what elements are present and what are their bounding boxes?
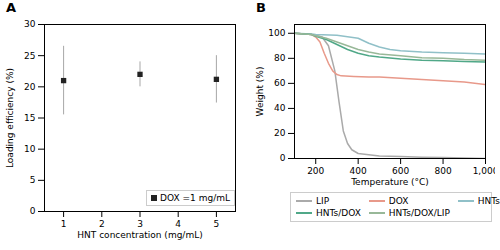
svg-text:20: 20 bbox=[274, 128, 286, 138]
svg-text:5: 5 bbox=[30, 175, 36, 185]
html-text:HNTs/DOX: HNTs/DOX bbox=[316, 208, 361, 218]
svg-text:15: 15 bbox=[24, 113, 35, 123]
html-text:DOX: DOX bbox=[388, 196, 409, 206]
svg-text:400: 400 bbox=[350, 166, 367, 176]
svg-text:10: 10 bbox=[24, 144, 36, 154]
svg-text:2: 2 bbox=[99, 219, 105, 229]
svg-text:600: 600 bbox=[392, 166, 409, 176]
svg-text:Loading efficiency (%): Loading efficiency (%) bbox=[5, 68, 15, 168]
svg-text:25: 25 bbox=[24, 51, 35, 61]
svg-text:5: 5 bbox=[214, 219, 220, 229]
svg-text:800: 800 bbox=[434, 166, 451, 176]
html-text:HNTs/DOX/LIP: HNTs/DOX/LIP bbox=[388, 208, 450, 218]
svg-text:1,000: 1,000 bbox=[473, 166, 495, 176]
svg-text:30: 30 bbox=[24, 19, 36, 29]
svg-text:40: 40 bbox=[274, 103, 286, 113]
svg-text:100: 100 bbox=[268, 28, 285, 38]
html-text:HNTs: HNTs bbox=[477, 196, 500, 206]
svg-text:3: 3 bbox=[137, 219, 143, 229]
svg-text:0: 0 bbox=[280, 153, 286, 163]
svg-text:Temperature (°C): Temperature (°C) bbox=[350, 177, 429, 187]
svg-text:20: 20 bbox=[24, 82, 36, 92]
html-text:LIP: LIP bbox=[316, 196, 330, 206]
svg-text:HNT concentration (mg/mL): HNT concentration (mg/mL) bbox=[77, 230, 202, 240]
svg-text:80: 80 bbox=[274, 53, 286, 63]
html-text:B: B bbox=[256, 0, 266, 15]
svg-text:1: 1 bbox=[61, 219, 67, 229]
svg-text:Weight (%): Weight (%) bbox=[255, 67, 265, 117]
svg-text:200: 200 bbox=[307, 166, 324, 176]
html-text:DOX =1 mg/mL: DOX =1 mg/mL bbox=[160, 193, 230, 203]
svg-text:0: 0 bbox=[30, 206, 36, 216]
html-text:A: A bbox=[6, 0, 17, 15]
svg-text:4: 4 bbox=[175, 219, 181, 229]
svg-text:60: 60 bbox=[274, 78, 286, 88]
